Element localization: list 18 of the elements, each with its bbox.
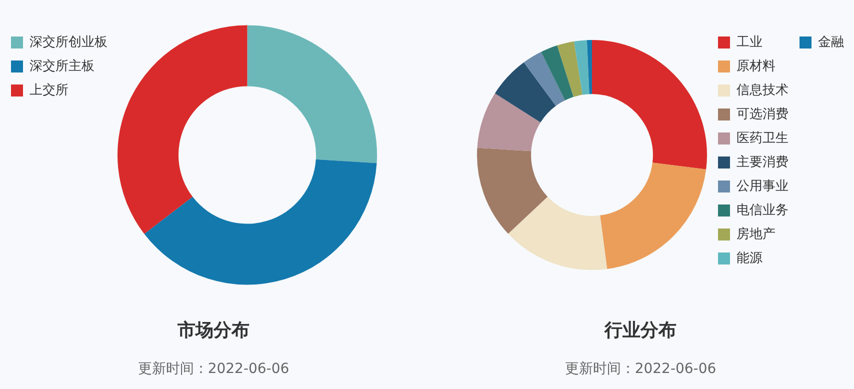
legend-label: 可选消费	[736, 106, 788, 122]
legend-label: 原材料	[736, 58, 776, 74]
text: 更新时间：2022-06-06	[564, 360, 718, 378]
legend-label: 工业	[736, 34, 762, 50]
legend-label: 公用事业	[736, 178, 788, 194]
legend-label: 信息技术	[736, 82, 788, 98]
legend-label: 上交所	[30, 82, 68, 98]
text: 行业分布	[603, 319, 678, 342]
legend-label: 能源	[736, 250, 762, 266]
legend-label: 医药卫生	[736, 130, 788, 146]
legend-label: 房地产	[736, 226, 776, 242]
legend-label: 深交所创业板	[30, 34, 108, 50]
legend-label: 主要消费	[736, 154, 788, 170]
legend-label: 深交所主板	[30, 58, 94, 74]
legend-label: 金融	[818, 34, 844, 50]
text: 市场分布	[176, 319, 250, 342]
text: 更新时间：2022-06-06	[136, 360, 290, 378]
legend-label: 电信业务	[736, 202, 788, 218]
